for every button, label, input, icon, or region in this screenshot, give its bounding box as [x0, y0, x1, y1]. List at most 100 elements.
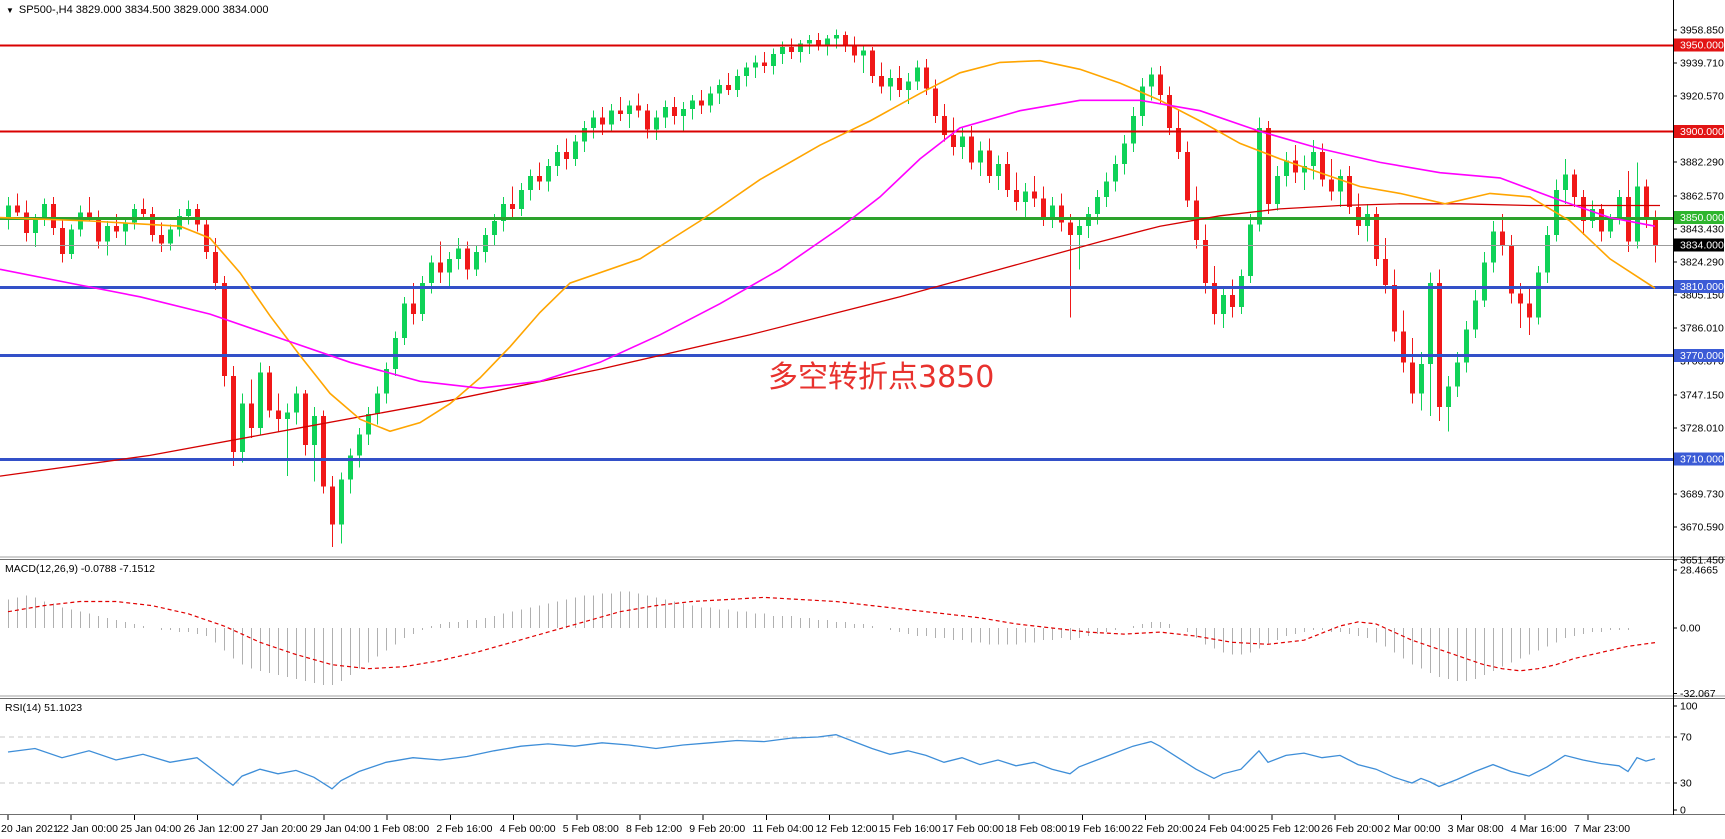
candle-bear — [213, 252, 218, 284]
dropdown-arrow-icon[interactable]: ▼ — [6, 6, 14, 15]
candle-bull — [1464, 329, 1469, 363]
candle-bear — [852, 45, 857, 56]
candle-bull — [1311, 152, 1316, 166]
candle-bull — [888, 77, 893, 87]
candle-bear — [1410, 362, 1415, 394]
symbol-ohlc-text: SP500-,H4 3829.000 3834.500 3829.000 383… — [18, 4, 269, 16]
candle-bear — [987, 150, 992, 177]
candle-bear — [870, 50, 875, 77]
axis-price-label: 3824.290 — [1680, 256, 1724, 268]
candle-bear — [141, 208, 146, 215]
time-axis-label: 5 Feb 08:00 — [563, 823, 619, 835]
candle-bull — [447, 258, 452, 273]
candle-bear — [330, 486, 335, 525]
candle-bear — [1644, 186, 1649, 218]
time-axis-label: 2 Feb 16:00 — [436, 823, 492, 835]
ma-orange-line — [0, 59, 1656, 433]
candle-bear — [1059, 205, 1064, 223]
candle-bull — [582, 127, 587, 142]
candle-bear — [510, 203, 515, 209]
candle-bear — [879, 76, 884, 87]
candle-bull — [1302, 165, 1307, 173]
candle-bull — [1365, 214, 1370, 227]
price-badge-label: 3834.000 — [1680, 240, 1724, 252]
candle-bull — [366, 414, 371, 435]
candle-bull — [339, 479, 344, 525]
axis-price-label: 3670.590 — [1680, 521, 1724, 533]
candle-bull — [294, 393, 299, 413]
candle-bear — [222, 283, 227, 377]
candle-bull — [1446, 386, 1451, 408]
candle-bull — [591, 117, 596, 128]
candle-bear — [51, 203, 56, 228]
macd-axis-label: -32.067 — [1680, 688, 1716, 700]
candle-bull — [1131, 115, 1136, 144]
candle-bear — [1437, 283, 1442, 408]
axis-price-label: 3651.450 — [1680, 554, 1724, 566]
candle-bull — [456, 248, 461, 259]
time-axis-label: 15 Feb 16:00 — [879, 823, 941, 835]
macd-signal-line — [7, 596, 1656, 672]
candle-bear — [1041, 198, 1046, 218]
candle-bull — [1563, 174, 1568, 190]
candle-bull — [1473, 300, 1478, 330]
candle-bear — [1032, 191, 1037, 199]
candle-bull — [240, 403, 245, 452]
candle-bull — [573, 141, 578, 159]
candle-bull — [753, 62, 758, 68]
macd-axis-label: 28.4665 — [1680, 565, 1718, 577]
candle-bull — [258, 372, 263, 428]
candle-bear — [1230, 295, 1235, 308]
candle-bear — [249, 403, 254, 428]
candle-bull — [186, 208, 191, 216]
candle-bear — [897, 77, 902, 91]
axis-price-label: 3939.710 — [1680, 57, 1724, 69]
time-axis-label: 20 Jan 2021 — [1, 823, 59, 835]
candle-bear — [1500, 231, 1505, 246]
candle-bull — [1635, 186, 1640, 242]
candle-bull — [609, 110, 614, 125]
candle-bear — [1158, 74, 1163, 96]
candle-bear — [1374, 214, 1379, 259]
candle-bear — [276, 410, 281, 420]
candle-bull — [825, 38, 830, 46]
candle-bull — [1113, 164, 1118, 182]
candle-bear — [843, 34, 848, 46]
candle-bear — [618, 110, 623, 115]
candle-bull — [420, 283, 425, 315]
candle-bull — [780, 46, 785, 54]
candle-bull — [132, 208, 137, 223]
candle-bear — [60, 227, 65, 254]
candle-bear — [1347, 176, 1352, 208]
candle-bull — [915, 67, 920, 82]
candle-bull — [1221, 295, 1226, 315]
axis-price-label: 3920.570 — [1680, 90, 1724, 102]
axis-price-label: 3786.010 — [1680, 322, 1724, 334]
candle-bull — [168, 229, 173, 244]
candle-bear — [24, 212, 29, 234]
candle-bull — [834, 34, 839, 39]
candle-bear — [699, 100, 704, 106]
candle-bear — [1167, 95, 1172, 128]
rsi-axis-label: 30 — [1680, 778, 1692, 790]
candle-bear — [1329, 179, 1334, 192]
candle-bear — [1518, 293, 1523, 304]
candle-bull — [1617, 196, 1622, 218]
candle-bull — [519, 189, 524, 209]
time-axis-label: 12 Feb 12:00 — [816, 823, 878, 835]
candle-bear — [1185, 152, 1190, 201]
price-badge-label: 3900.000 — [1680, 126, 1724, 138]
time-axis-label: 24 Feb 04:00 — [1195, 823, 1257, 835]
candle-bull — [771, 53, 776, 66]
axis-price-label: 3843.430 — [1680, 223, 1724, 235]
candle-bull — [978, 150, 983, 163]
candle-bull — [384, 369, 389, 394]
candle-bear — [1176, 127, 1181, 153]
time-axis-label: 4 Mar 16:00 — [1511, 823, 1567, 835]
candle-bear — [1356, 207, 1361, 227]
candle-bear — [1383, 258, 1388, 285]
candle-bull — [429, 262, 434, 284]
candle-bull — [906, 81, 911, 91]
